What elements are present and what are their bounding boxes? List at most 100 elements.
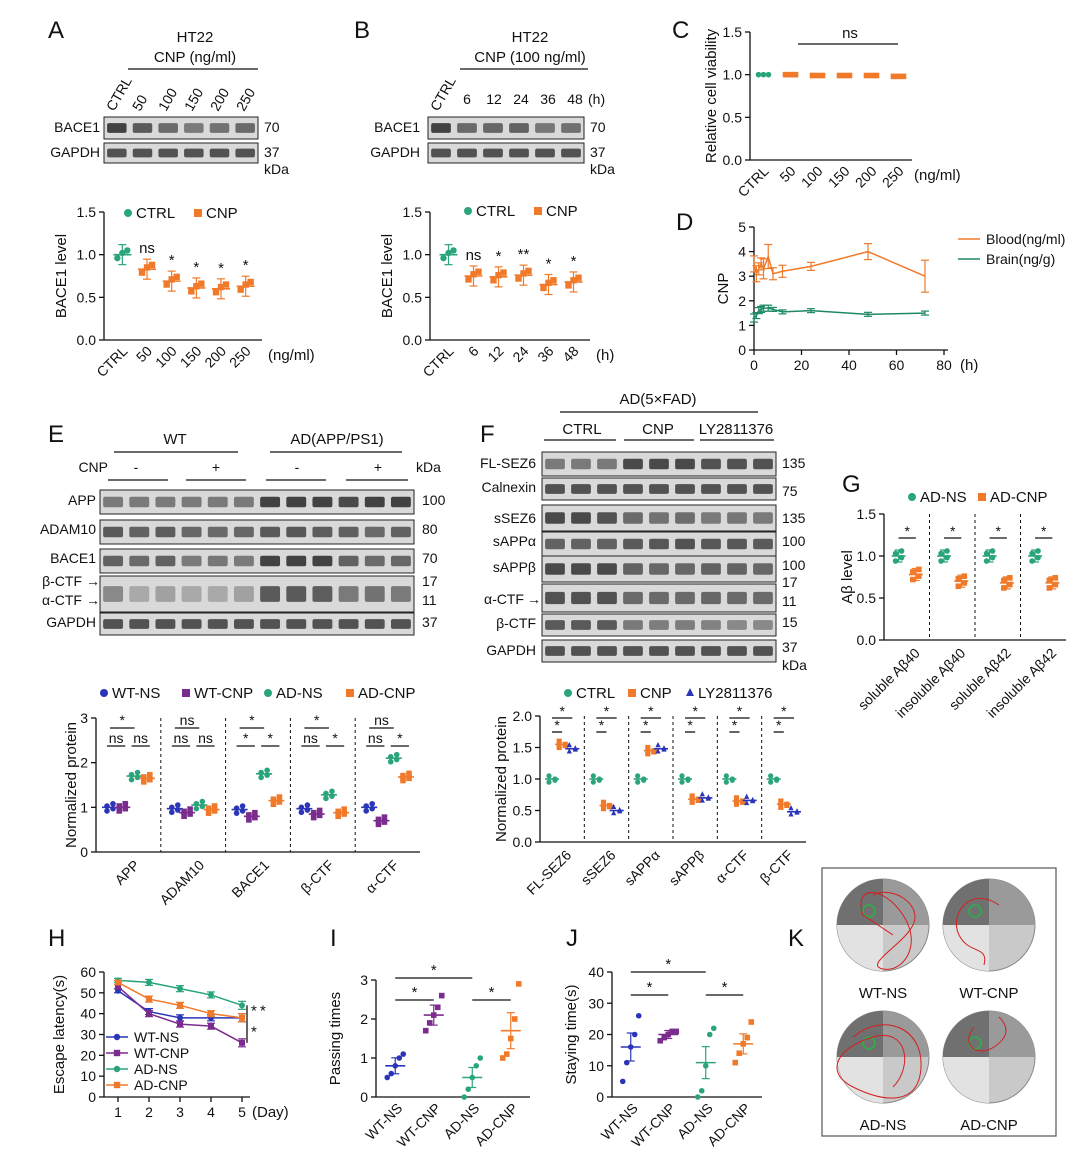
- chart-f-legend-0: CTRL: [576, 685, 615, 702]
- chart-e-point: [246, 817, 252, 823]
- chart-a-point: [212, 289, 220, 296]
- blot-e-row-4-band: [312, 619, 333, 629]
- chart-h-y-tick-label: 20: [80, 1047, 96, 1063]
- chart-f-point: [600, 799, 607, 805]
- chart-e-y-tick-label: 3: [80, 710, 88, 726]
- maze-swim-path: [968, 1016, 1007, 1052]
- chart-e-sig-top: *: [120, 712, 126, 728]
- chart-c-point: [846, 72, 853, 79]
- maze-label-3: AD-CNP: [960, 1117, 1018, 1134]
- blot-f-mw-6: 11: [782, 593, 797, 609]
- chart-b-point: [500, 269, 507, 276]
- chart-e-point: [134, 769, 141, 776]
- blot-f-row-7-band: [623, 646, 643, 656]
- chart-f-point: [768, 773, 774, 779]
- chart-f-point: [768, 779, 774, 785]
- chart-d-x-tick-label: 80: [936, 357, 952, 373]
- chart-j-sig-3: *: [722, 979, 728, 996]
- blot-f-row-5-band: [597, 591, 617, 605]
- blot-e-row-0-band: [181, 496, 202, 508]
- blot-a-mw-0: 70: [264, 119, 280, 135]
- chart-h-y-tick-label: 0: [88, 1089, 96, 1105]
- blot-f-row-1-band: [727, 484, 747, 494]
- chart-e-sig-top: *: [249, 712, 255, 728]
- maze-swim-path: [860, 891, 916, 970]
- chart-b-point: [475, 268, 482, 275]
- blot-f-row-5-band: [701, 591, 721, 605]
- blot-e-row-0-band: [364, 496, 385, 508]
- blot-f-row-3-band: [571, 538, 591, 550]
- blot-f-row-2-band: [701, 512, 721, 524]
- chart-g-point: [1001, 585, 1007, 591]
- blot-f-row-4-band: [701, 563, 721, 575]
- chart-g-sig: *: [950, 523, 956, 539]
- blot-f-row-1-band: [597, 484, 617, 494]
- blot-f-row-0-band: [701, 458, 721, 470]
- maze-panel: WT-NS WT-CNP AD-NS AD-CNP: [821, 867, 1057, 1137]
- blot-e-mw-4: 11: [422, 592, 437, 608]
- chart-c-sig: ns: [842, 25, 858, 42]
- chart-b-point: [540, 284, 547, 292]
- blot-f-row-2-band: [753, 512, 773, 524]
- chart-b-legend-ctrl: CTRL: [476, 203, 515, 220]
- blot-e-row-0-band: [103, 496, 124, 508]
- blot-e-row-2-band: [286, 555, 307, 567]
- blot-f-row-3-band: [623, 538, 643, 550]
- blot-b-subtitle: CNP (100 ng/ml): [474, 49, 585, 66]
- chart-e-sig-top: *: [314, 712, 320, 728]
- blot-e-row-1: ADAM10: [40, 521, 96, 537]
- blot-e-row-2-band: [155, 555, 176, 567]
- chart-a-point: [148, 261, 156, 269]
- blot-f-row-0-band: [571, 458, 591, 470]
- blot-f-row-1-band: [753, 484, 773, 494]
- blot-f-row-5-band: [727, 591, 747, 605]
- blot-e-row-1-band: [286, 526, 307, 538]
- chart-c-point: [890, 73, 897, 80]
- blot-e-row-4-band: [364, 619, 385, 629]
- chart-e-legend-0: WT-NS: [112, 685, 160, 702]
- chart-j-point: [635, 1012, 642, 1019]
- chart-j-y-tick-label: 40: [588, 964, 604, 980]
- chart-c-y-label: Relative cell viability: [703, 28, 720, 163]
- chart-i-point: [461, 1094, 468, 1100]
- chart-f-point: [645, 744, 651, 751]
- chart-e-legend-0-marker: [100, 689, 108, 697]
- chart-g-point: [983, 558, 990, 564]
- maze-label-0: WT-NS: [859, 985, 907, 1002]
- blot-f-row-6-band: [727, 620, 747, 630]
- chart-g-point: [916, 573, 922, 579]
- chart-a-point: [222, 281, 230, 288]
- chart-c-point: [755, 71, 762, 78]
- chart-g-point: [1007, 581, 1013, 588]
- blot-f-row-0-band: [753, 458, 773, 470]
- blot-e-row-4-band: [390, 619, 411, 629]
- chart-c-x-unit: (ng/ml): [914, 167, 961, 184]
- blot-e-row-1-band: [207, 526, 228, 538]
- blot-b-lane-5: 48: [567, 91, 583, 107]
- chart-e-point: [341, 806, 347, 812]
- chart-c-y-tick-label: 1.0: [723, 67, 743, 83]
- blot-f-row-1-band: [675, 484, 695, 494]
- chart-c-point: [792, 71, 799, 78]
- chart-e-point: [246, 812, 252, 818]
- chart-e-point: [276, 794, 283, 800]
- maze-quadrant-target: [837, 1011, 883, 1057]
- blot-a-gapdh-band: [184, 148, 204, 158]
- panel-label-b: B: [354, 17, 370, 44]
- chart-d-y-tick-label: 2: [738, 293, 746, 309]
- chart-g-legend-0-marker: [908, 493, 916, 501]
- chart-f-sig-2: *: [599, 717, 605, 733]
- chart-j-point: [732, 1059, 739, 1066]
- chart-e-point: [304, 802, 311, 808]
- chart-h-y-tick-label: 40: [80, 1006, 96, 1022]
- chart-j-point: [698, 1087, 705, 1094]
- blot-b-gapdh-band: [431, 148, 451, 158]
- blot-f-row-0-band: [727, 458, 747, 470]
- chart-f-point: [699, 791, 705, 797]
- chart-b-sig: **: [518, 246, 530, 263]
- blot-e-row-0-band: [155, 496, 176, 508]
- blot-e-row-2-band: [181, 555, 202, 567]
- chart-f-point: [733, 801, 740, 807]
- blot-a-mw-1: 37: [264, 144, 280, 160]
- chart-e-point: [233, 810, 240, 816]
